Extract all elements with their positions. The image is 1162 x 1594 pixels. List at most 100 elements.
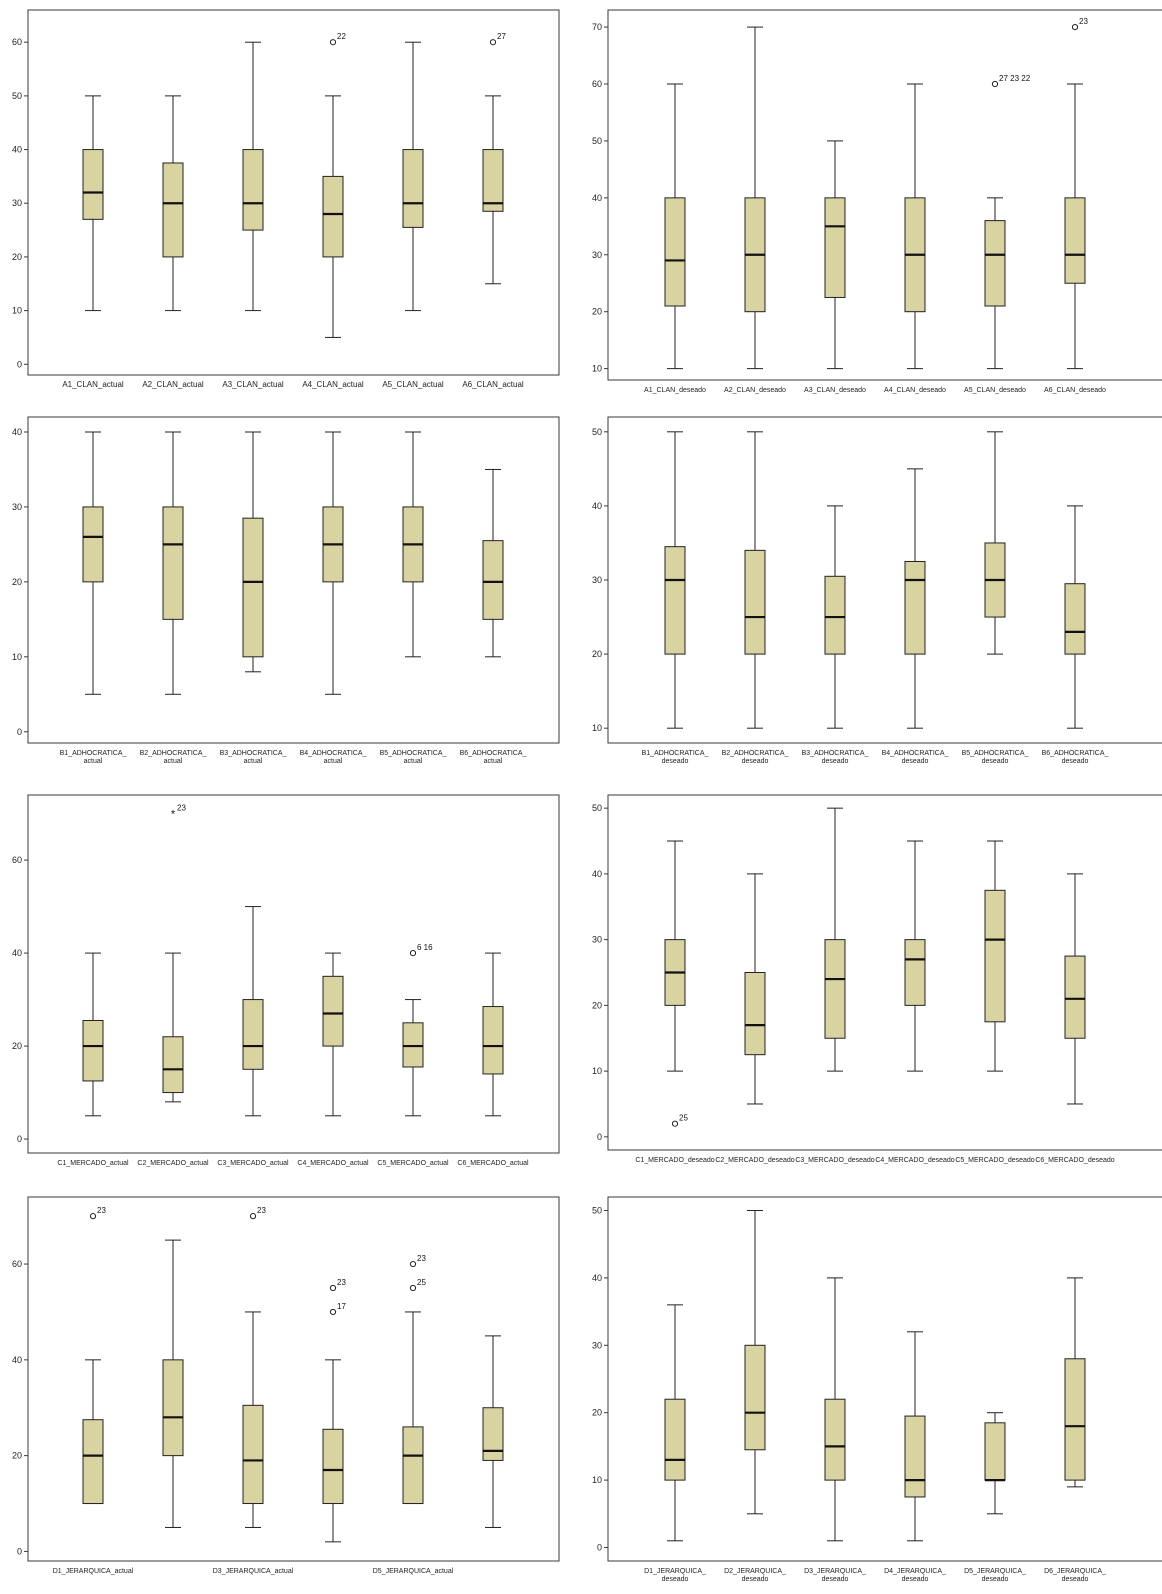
box-5	[984, 431, 1006, 655]
y-tick-label: 50	[12, 91, 22, 101]
iqr-box	[482, 540, 504, 620]
x-category-label: A2_CLAN_actual	[142, 380, 204, 389]
outlier-label: 23	[97, 1206, 106, 1215]
x-category-label: A3_CLAN_deseado	[804, 387, 866, 394]
outlier-marker	[329, 1308, 337, 1316]
box-1	[664, 431, 686, 729]
iqr-box	[162, 1359, 184, 1457]
y-tick-label: 20	[12, 577, 22, 587]
iqr-box	[984, 889, 1006, 1023]
x-category-label: A1_CLAN_deseado	[644, 387, 706, 394]
outlier-label: 23	[337, 1278, 346, 1287]
x-category-label: C5_MERCADO_actual	[377, 1160, 449, 1167]
box-4	[904, 840, 926, 1072]
iqr-box	[664, 197, 686, 307]
iqr-box	[984, 220, 1006, 307]
outlier-marker	[329, 1284, 337, 1292]
box-4: 23 17	[322, 1278, 346, 1543]
y-tick-label: 60	[592, 79, 602, 89]
y-tick-label: 30	[12, 198, 22, 208]
outlier-marker	[249, 1213, 257, 1220]
outlier-marker	[409, 1284, 417, 1292]
y-tick-label: 0	[17, 359, 22, 369]
x-category-label: D2_JERARQUICA_ deseado	[724, 1568, 786, 1583]
box-5	[402, 431, 424, 658]
outlier-marker	[89, 1213, 97, 1220]
box-6	[1064, 1277, 1086, 1488]
x-category-label: C3_MERCADO_actual	[217, 1160, 289, 1167]
box-2	[162, 1239, 184, 1528]
iqr-box	[242, 999, 264, 1070]
iqr-box	[322, 975, 344, 1047]
box-1	[664, 1304, 686, 1542]
outlier-label: 23	[257, 1206, 266, 1215]
y-tick-label: 30	[592, 575, 602, 585]
iqr-box	[162, 506, 184, 620]
iqr-box	[984, 1422, 1006, 1481]
iqr-box	[322, 175, 344, 258]
y-tick-label: 40	[12, 427, 22, 437]
plot-frame	[27, 9, 560, 376]
plot-frame	[27, 416, 560, 744]
box-5: 27 23 22	[984, 74, 1031, 370]
iqr-box	[162, 162, 184, 258]
outlier-label: 23	[417, 1254, 426, 1263]
y-tick-label: 40	[12, 948, 22, 958]
y-tick-label: 20	[12, 1451, 22, 1461]
box-2	[744, 1209, 766, 1515]
y-tick-label: 30	[592, 250, 602, 260]
panel-b-adhocratica-actual: 0 10 20 30 40 B1_ADHOCRATICA_ actual B2_ADHOCRA…	[0, 400, 575, 785]
iqr-box	[1064, 197, 1086, 284]
x-category-label: A1_CLAN_actual	[62, 380, 124, 389]
panel-d-jerarquica-deseado: 0 10 20 30 40 50 D1_JERARQUICA_ deseado D2_JERAR…	[575, 1180, 1162, 1594]
x-category-label: C1_MERCADO_actual	[57, 1160, 129, 1167]
x-category-label: A5_CLAN_actual	[382, 380, 444, 389]
x-category-label: A4_CLAN_deseado	[884, 387, 946, 394]
outlier-label: 23	[177, 804, 186, 813]
chart-b-adhocratica-deseado: 10 20 30 40 50 B1_ADHOCRATICA_ deseado B2_ADHOC…	[592, 416, 1162, 765]
box-6	[1064, 505, 1086, 729]
x-category-label: D1_JERARQUICA_ deseado	[644, 1568, 706, 1583]
iqr-box	[824, 939, 846, 1039]
x-category-label: B1_ADHOCRATICA_ deseado	[642, 750, 709, 765]
box-6	[482, 468, 504, 658]
iqr-box	[82, 1019, 104, 1082]
x-category-label: D3_JERARQUICA_actual	[213, 1568, 294, 1575]
y-tick-label: 20	[592, 1000, 602, 1010]
iqr-box	[82, 1419, 104, 1505]
outlier-label: 6 16	[417, 943, 433, 952]
y-tick-label: 60	[12, 1259, 22, 1269]
y-tick-label: 20	[592, 307, 602, 317]
outlier-label: 22	[337, 32, 346, 41]
box-3: 23	[242, 1206, 266, 1528]
iqr-box	[744, 1344, 766, 1451]
box-4: 22	[322, 32, 346, 338]
iqr-box	[82, 506, 104, 583]
box-4	[904, 468, 926, 729]
y-tick-label: 70	[592, 22, 602, 32]
x-category-label: B3_ADHOCRATICA_ deseado	[802, 750, 869, 765]
iqr-box	[1064, 583, 1086, 655]
x-category-label: D5_JERARQUICA_actual	[373, 1568, 454, 1575]
iqr-box	[664, 1398, 686, 1481]
outlier-label: 23	[1079, 17, 1088, 26]
box-4	[904, 83, 926, 370]
box-3	[242, 41, 264, 312]
x-category-label: B4_ADHOCRATICA_ deseado	[882, 750, 949, 765]
panel-b-adhocratica-deseado: 10 20 30 40 50 B1_ADHOCRATICA_ deseado B2_ADHOC…	[575, 400, 1162, 785]
panel-a-clan-actual: 0 10 20 30 40 50 60 A1_CLAN_actual A2_CLAN_actua…	[0, 0, 575, 400]
panel-c-mercado-deseado: 0 10 20 30 40 50 25 C1_MERCADO_deseado C2_MERCAD…	[575, 785, 1162, 1180]
iqr-box	[482, 1407, 504, 1461]
y-tick-label: 50	[592, 1205, 602, 1215]
box-6	[482, 952, 504, 1117]
iqr-box	[824, 575, 846, 655]
iqr-box	[824, 197, 846, 298]
box-1	[82, 95, 104, 312]
y-tick-label: 60	[12, 37, 22, 47]
iqr-box	[82, 149, 104, 220]
plot-frame	[607, 9, 1162, 381]
outlier-marker	[1071, 23, 1079, 31]
box-3	[824, 807, 846, 1072]
y-tick-label: 10	[12, 652, 22, 662]
box-5: 6 16	[402, 943, 433, 1117]
